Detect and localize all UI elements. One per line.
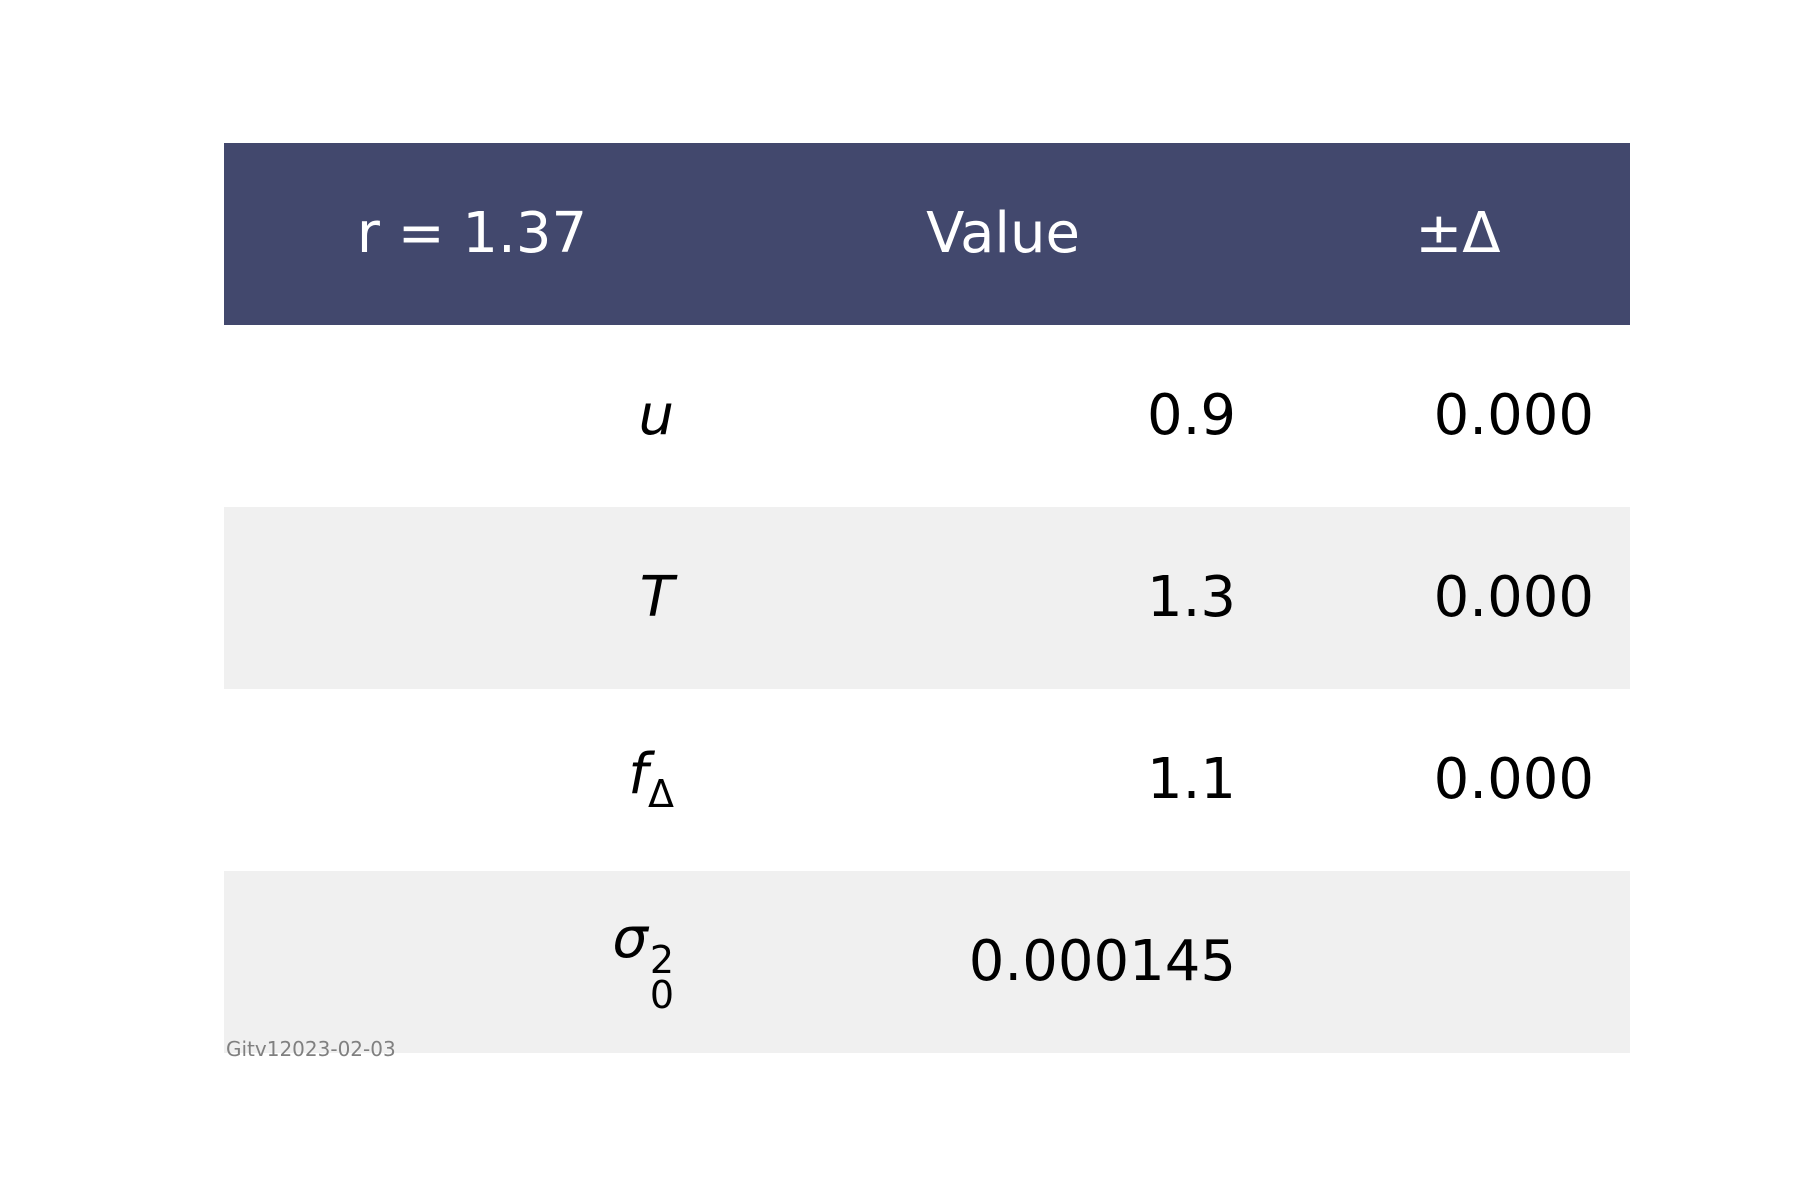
table-header-row: r = 1.37 Value ±Δ (224, 143, 1630, 325)
parameter-table: r = 1.37 Value ±Δ u 0.9 0.000 T 1.3 0.00… (224, 143, 1630, 1053)
row-symbol-f-delta: fΔ (628, 742, 674, 816)
version-stamp: Gitv12023-02-03 (226, 1037, 396, 1061)
row-delta: 0.000 (1433, 383, 1594, 448)
header-col-value: Value (926, 201, 1080, 266)
row-symbol-u: u (638, 383, 675, 448)
row-symbol-T: T (639, 565, 674, 630)
row-value: 1.1 (1146, 747, 1236, 812)
table-row: T 1.3 0.000 (224, 507, 1630, 689)
row-value: 0.000145 (968, 929, 1236, 994)
header-col-r: r = 1.37 (356, 201, 588, 266)
header-col-delta: ±Δ (1415, 201, 1501, 266)
table-row: u 0.9 0.000 (224, 325, 1630, 507)
table-row: fΔ 1.1 0.000 (224, 689, 1630, 871)
row-delta: 0.000 (1433, 565, 1594, 630)
row-value: 1.3 (1146, 565, 1236, 630)
row-value: 0.9 (1146, 383, 1236, 448)
row-delta: 0.000 (1433, 747, 1594, 812)
